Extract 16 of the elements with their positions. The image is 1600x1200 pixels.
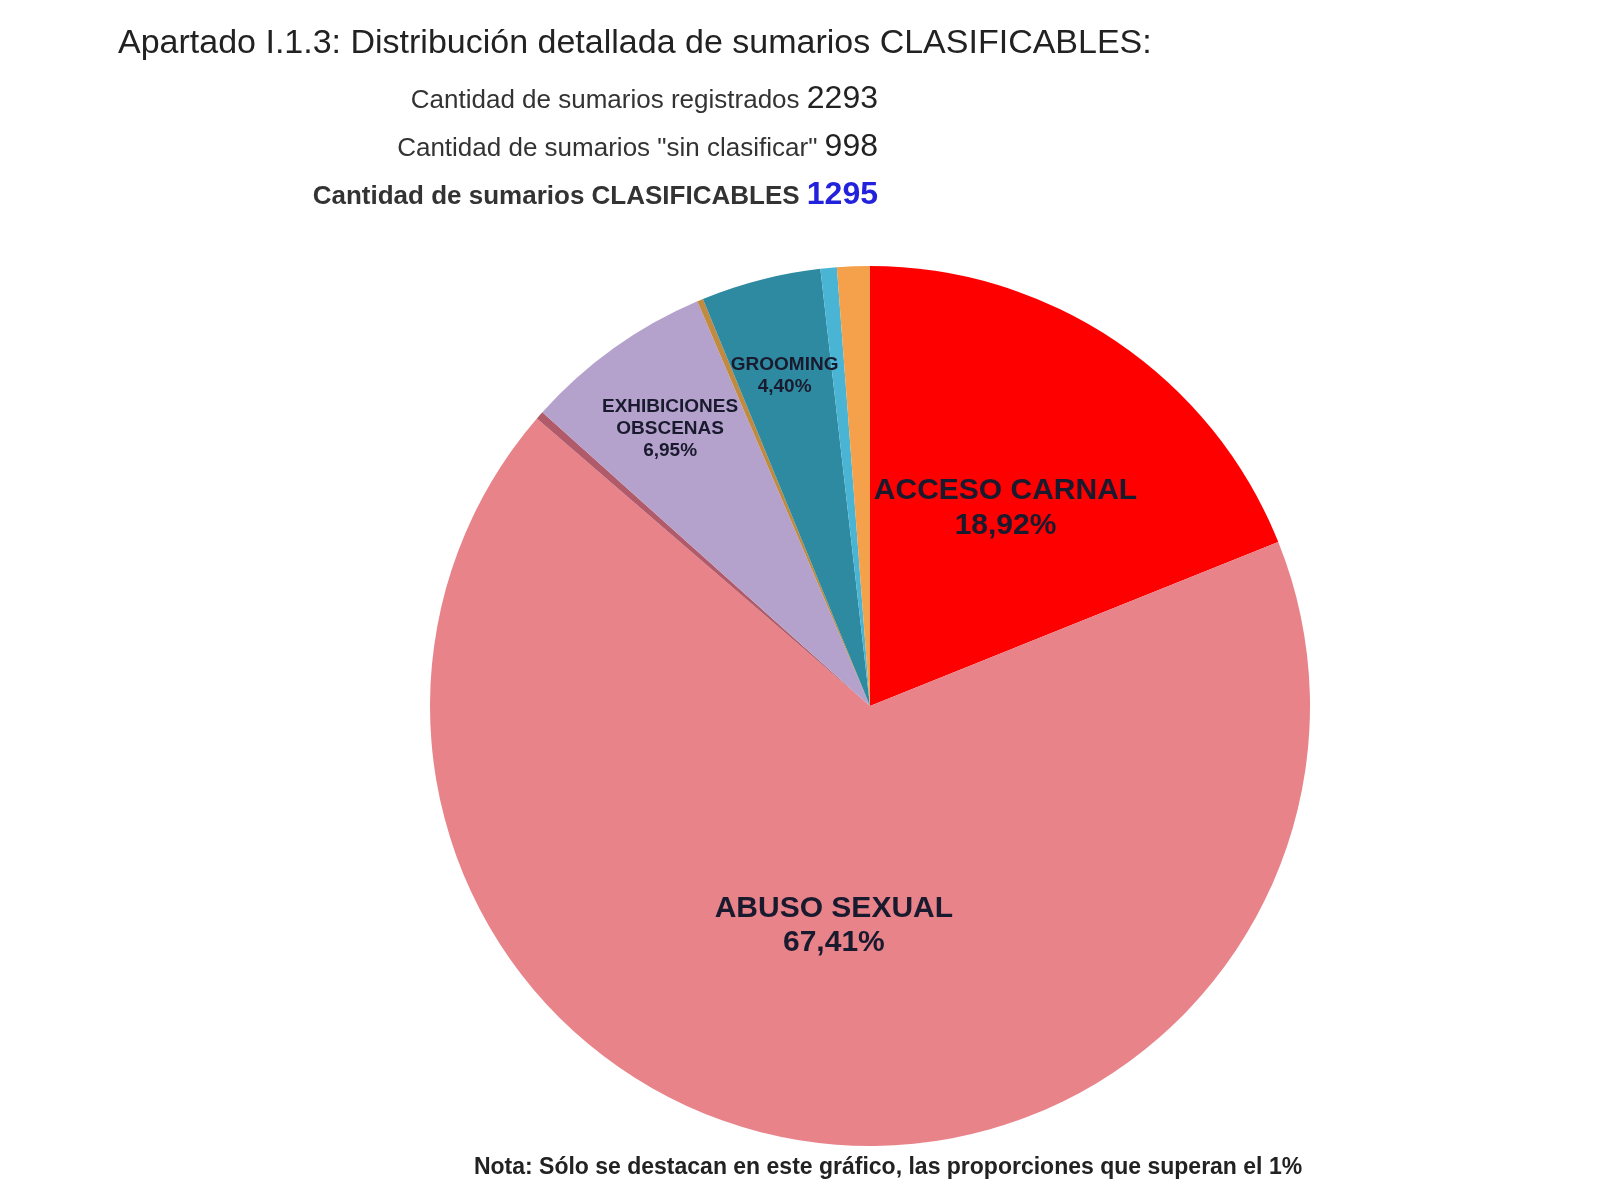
text: Cantidad de sumarios registrados 2293 [409, 78, 878, 117]
text: Cantidad de sumarios CLASIFICABLES 1295 [311, 174, 878, 213]
data-label: 18,92% [954, 506, 1057, 540]
pie-slice [542, 301, 870, 706]
data-label: 6,95% [643, 438, 698, 460]
slice-label: GROOMING [730, 352, 839, 374]
data-label: 4,40% [757, 374, 812, 396]
pie-slice [430, 418, 1310, 1146]
slice-label: ABUSO SEXUAL [714, 889, 954, 923]
chart-title: Apartado I.1.3: Distribución detallada de sumarios CLASIFICABLES: [118, 22, 1152, 61]
pie-slice [870, 266, 1279, 706]
slice-label: ACCESO CARNAL [873, 471, 1138, 505]
data-label: 67,41% [783, 923, 885, 957]
text: Cantidad de sumarios "sin clasificar" 998 [396, 126, 878, 165]
text: Nota: Sólo se destacan en este gráfico, las proporciones que superan el 1% [472, 1153, 1304, 1180]
slice-label: EXHIBICIONES OBSCENAS [602, 394, 739, 438]
